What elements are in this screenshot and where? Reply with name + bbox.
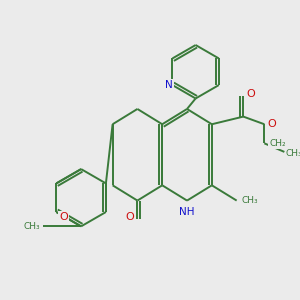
Text: O: O (125, 212, 134, 222)
Text: NH: NH (179, 207, 195, 217)
Text: CH₃: CH₃ (286, 149, 300, 158)
Text: O: O (247, 89, 255, 99)
Text: CH₂: CH₂ (269, 139, 286, 148)
Text: N: N (165, 80, 172, 90)
Text: O: O (60, 212, 68, 222)
Text: CH₃: CH₃ (23, 222, 40, 231)
Text: CH₃: CH₃ (242, 196, 258, 205)
Text: O: O (268, 119, 276, 129)
